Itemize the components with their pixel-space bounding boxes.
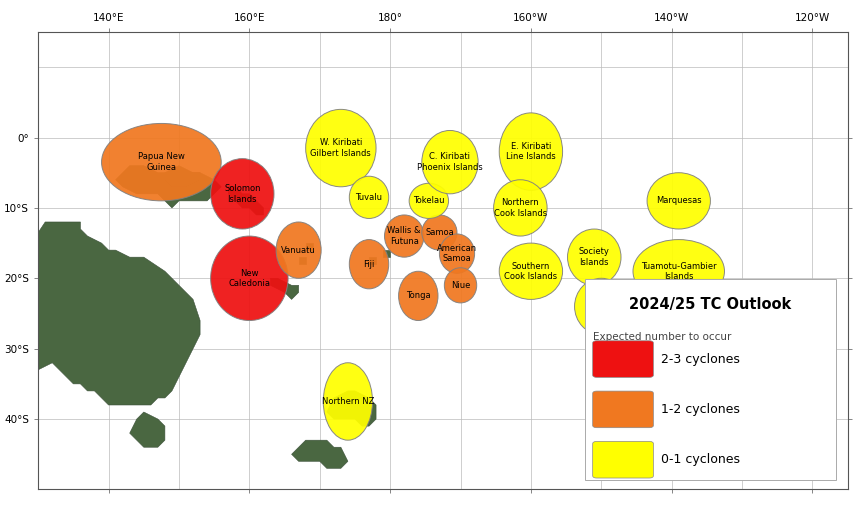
Ellipse shape	[444, 268, 477, 303]
Polygon shape	[292, 440, 348, 468]
Ellipse shape	[349, 240, 389, 289]
Text: Fiji: Fiji	[363, 260, 375, 269]
Text: Niue: Niue	[451, 281, 470, 290]
Ellipse shape	[499, 113, 562, 190]
Polygon shape	[270, 279, 299, 300]
Polygon shape	[229, 187, 257, 208]
Polygon shape	[383, 250, 390, 257]
Text: Northern NZ: Northern NZ	[322, 397, 374, 406]
Text: Southern
Cook Islands: Southern Cook Islands	[504, 262, 557, 281]
Ellipse shape	[409, 183, 449, 219]
Ellipse shape	[384, 215, 424, 257]
Text: Expected number to occur: Expected number to occur	[592, 332, 731, 342]
Ellipse shape	[568, 229, 621, 285]
Text: W. Kiribati
Gilbert Islands: W. Kiribati Gilbert Islands	[311, 138, 372, 158]
Text: Austral
Islands: Austral Islands	[586, 297, 616, 316]
Text: New
Caledonia: New Caledonia	[229, 269, 270, 288]
Text: American
Samoa: American Samoa	[437, 244, 477, 263]
Text: 0-1 cyclones: 0-1 cyclones	[662, 453, 740, 466]
Text: Wallis &
Futuna: Wallis & Futuna	[388, 226, 421, 246]
Ellipse shape	[399, 271, 438, 321]
Text: Tuamotu-Gambier
Islands: Tuamotu-Gambier Islands	[641, 262, 716, 281]
Text: Tokelau: Tokelau	[413, 197, 444, 205]
FancyBboxPatch shape	[592, 341, 653, 377]
Text: Solomon
Islands: Solomon Islands	[224, 184, 260, 204]
Ellipse shape	[735, 282, 791, 338]
Text: Pitcairn
Islands: Pitcairn Islands	[747, 300, 779, 319]
FancyBboxPatch shape	[585, 279, 835, 480]
Polygon shape	[299, 257, 306, 264]
Ellipse shape	[349, 176, 389, 219]
Polygon shape	[116, 166, 221, 208]
Ellipse shape	[211, 236, 288, 321]
Text: 1-2 cyclones: 1-2 cyclones	[662, 403, 740, 416]
Text: Vanuatu: Vanuatu	[282, 246, 316, 254]
Text: Marquesas: Marquesas	[656, 197, 702, 205]
Polygon shape	[0, 222, 200, 405]
Text: Tonga: Tonga	[406, 291, 431, 301]
Ellipse shape	[494, 180, 547, 236]
Ellipse shape	[574, 279, 628, 335]
Ellipse shape	[422, 131, 479, 194]
Polygon shape	[165, 166, 200, 187]
Text: 2-3 cyclones: 2-3 cyclones	[662, 353, 740, 366]
FancyBboxPatch shape	[592, 441, 653, 478]
Ellipse shape	[633, 240, 724, 303]
Polygon shape	[306, 243, 312, 250]
Text: Society
Islands: Society Islands	[579, 247, 609, 267]
Ellipse shape	[324, 363, 372, 440]
Ellipse shape	[499, 243, 562, 300]
Ellipse shape	[422, 215, 457, 250]
Ellipse shape	[211, 159, 274, 229]
Polygon shape	[130, 412, 165, 447]
Ellipse shape	[102, 123, 221, 201]
Polygon shape	[327, 391, 376, 426]
Polygon shape	[369, 257, 376, 264]
Ellipse shape	[439, 234, 474, 273]
Polygon shape	[249, 201, 264, 215]
Ellipse shape	[306, 110, 376, 187]
Text: 2024/25 TC Outlook: 2024/25 TC Outlook	[629, 297, 791, 312]
Ellipse shape	[276, 222, 321, 279]
FancyBboxPatch shape	[592, 391, 653, 428]
Text: Tuvalu: Tuvalu	[355, 193, 383, 202]
Text: C. Kiribati
Phoenix Islands: C. Kiribati Phoenix Islands	[417, 153, 483, 172]
Text: Samoa: Samoa	[425, 228, 454, 237]
Text: E. Kiribati
Line Islands: E. Kiribati Line Islands	[506, 142, 556, 161]
Text: Northern
Cook Islands: Northern Cook Islands	[494, 198, 547, 218]
Ellipse shape	[647, 173, 710, 229]
Text: Papua New
Guinea: Papua New Guinea	[138, 153, 185, 172]
